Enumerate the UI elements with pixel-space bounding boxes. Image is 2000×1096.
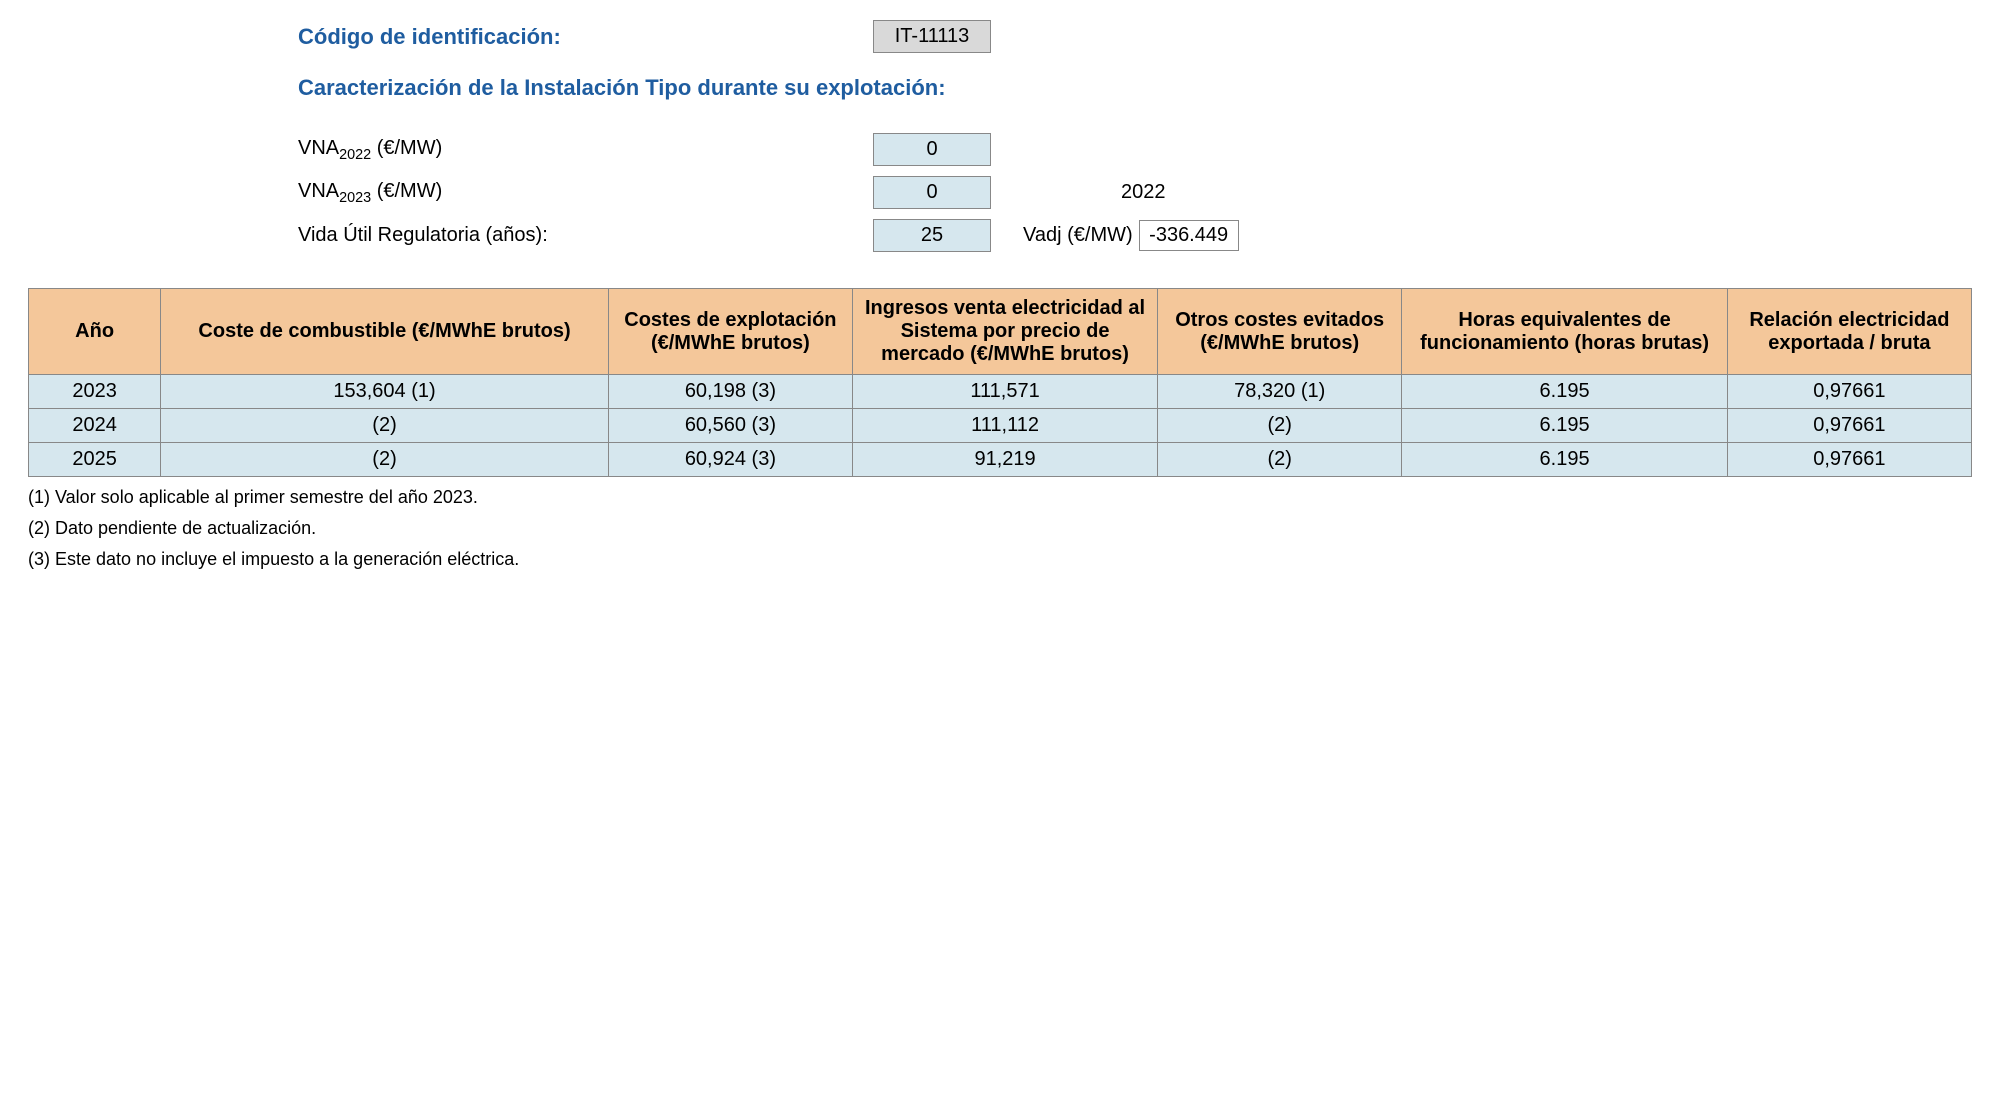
table-row: 2024(2)60,560 (3)111,112(2)6.1950,97661 — [29, 409, 1972, 443]
table-cell: (2) — [161, 443, 609, 477]
table-cell: 153,604 (1) — [161, 375, 609, 409]
table-cell: 91,219 — [852, 443, 1157, 477]
table-cell: 2025 — [29, 443, 161, 477]
table-cell: 60,560 (3) — [608, 409, 852, 443]
table-cell: 78,320 (1) — [1158, 375, 1402, 409]
footnote: (3) Este dato no incluye el impuesto a l… — [28, 549, 1972, 570]
table-cell: 6.195 — [1402, 443, 1728, 477]
table-cell: 0,97661 — [1727, 409, 1971, 443]
table-cell: 60,924 (3) — [608, 443, 852, 477]
col-header: Ingresos venta electricidad al Sistema p… — [852, 289, 1157, 375]
table-cell: 0,97661 — [1727, 375, 1971, 409]
table-cell: 0,97661 — [1727, 443, 1971, 477]
vida-label: Vida Útil Regulatoria (años): — [298, 224, 873, 247]
vadj-year: 2022 — [1121, 181, 1166, 204]
vida-value: 25 — [873, 219, 991, 252]
col-header: Año — [29, 289, 161, 375]
table-cell: 60,198 (3) — [608, 375, 852, 409]
table-cell: 2024 — [29, 409, 161, 443]
vna2022-label: VNA2022 (€/MW) — [298, 137, 873, 163]
footnote: (2) Dato pendiente de actualización. — [28, 518, 1972, 539]
caracterizacion-label: Caracterización de la Instalación Tipo d… — [298, 75, 946, 101]
table-cell: (2) — [1158, 409, 1402, 443]
codigo-value: IT-11113 — [873, 20, 991, 53]
footnote: (1) Valor solo aplicable al primer semes… — [28, 487, 1972, 508]
table-cell: 6.195 — [1402, 375, 1728, 409]
table-cell: 6.195 — [1402, 409, 1728, 443]
vadj-label: Vadj (€/MW) — [1023, 224, 1133, 247]
footnotes: (1) Valor solo aplicable al primer semes… — [28, 487, 1972, 570]
codigo-label: Código de identificación: — [298, 24, 873, 50]
table-row: 2025(2)60,924 (3)91,219(2)6.1950,97661 — [29, 443, 1972, 477]
vna2023-label: VNA2023 (€/MW) — [298, 180, 873, 206]
table-row: 2023153,604 (1)60,198 (3)111,57178,320 (… — [29, 375, 1972, 409]
col-header: Relación electricidad exportada / bruta — [1727, 289, 1971, 375]
col-header: Costes de explotación (€/MWhE brutos) — [608, 289, 852, 375]
table-cell: (2) — [161, 409, 609, 443]
vadj-value: -336.449 — [1139, 220, 1239, 251]
table-cell: 111,112 — [852, 409, 1157, 443]
table-cell: 2023 — [29, 375, 161, 409]
table-cell: (2) — [1158, 443, 1402, 477]
vna2023-value: 0 — [873, 176, 991, 209]
col-header: Otros costes evitados (€/MWhE brutos) — [1158, 289, 1402, 375]
data-table: AñoCoste de combustible (€/MWhE brutos)C… — [28, 288, 1972, 477]
col-header: Horas equivalentes de funcionamiento (ho… — [1402, 289, 1728, 375]
table-cell: 111,571 — [852, 375, 1157, 409]
vna2022-value: 0 — [873, 133, 991, 166]
col-header: Coste de combustible (€/MWhE brutos) — [161, 289, 609, 375]
